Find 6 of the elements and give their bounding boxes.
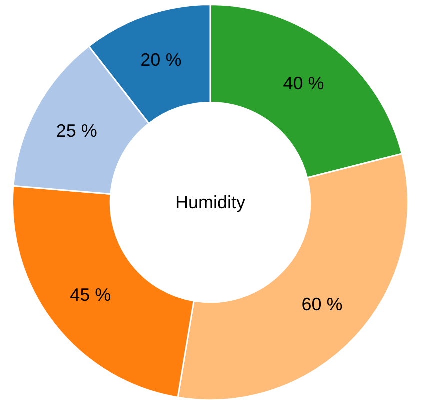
data-label: 60 %	[302, 294, 343, 314]
data-label: 45 %	[70, 284, 112, 305]
data-label: 20 %	[140, 50, 182, 70]
data-label: 40 %	[283, 74, 324, 94]
data-label: 25 %	[56, 120, 98, 141]
text: Humidity	[175, 192, 246, 212]
